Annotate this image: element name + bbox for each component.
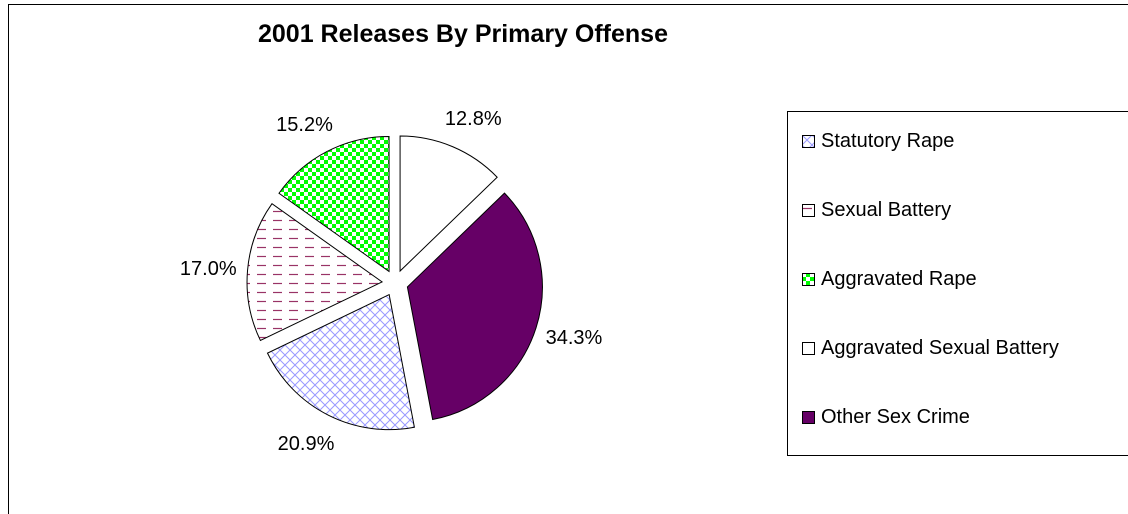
pie-label-aggravated-rape: 15.2% [276,114,333,136]
legend-swatch-aggravated-rape [802,273,815,286]
legend-swatch-statutory-rape [802,135,815,148]
legend-label: Sexual Battery [821,199,952,221]
legend-label: Aggravated Rape [821,268,977,290]
legend-swatch-aggravated-sexual-battery [802,342,815,355]
pie-slice-aggravated-rape [278,135,390,273]
legend-item-sexual-battery: Sexual Battery [802,199,951,222]
legend-item-aggravated-rape: Aggravated Rape [802,268,977,291]
pie-slice-other-sex-crime [406,192,543,421]
legend: Statutory Rape Sexual Battery Aggravated R… [787,111,1128,456]
chart-title: 2001 Releases By Primary Offense [258,20,668,48]
legend-item-statutory-rape: Statutory Rape [802,130,954,153]
legend-label: Statutory Rape [821,130,955,152]
pie-label-aggravated-sexual-battery: 12.8% [445,108,502,130]
legend-swatch-other-sex-crime [802,411,815,424]
pie-label-statutory-rape: 20.9% [278,433,335,455]
legend-label: Aggravated Sexual Battery [821,337,1059,359]
legend-item-other-sex-crime: Other Sex Crime [802,406,970,429]
pie-label-sexual-battery: 17.0% [180,258,237,280]
legend-swatch-sexual-battery [802,204,815,217]
pie-slice-statutory-rape [266,293,415,431]
pie-label-other-sex-crime: 34.3% [546,327,603,349]
legend-label: Other Sex Crime [821,406,970,428]
legend-item-aggravated-sexual-battery: Aggravated Sexual Battery [802,337,1059,360]
pie-slice-sexual-battery [246,203,384,342]
pie-slice-aggravated-sexual-battery [399,135,498,273]
